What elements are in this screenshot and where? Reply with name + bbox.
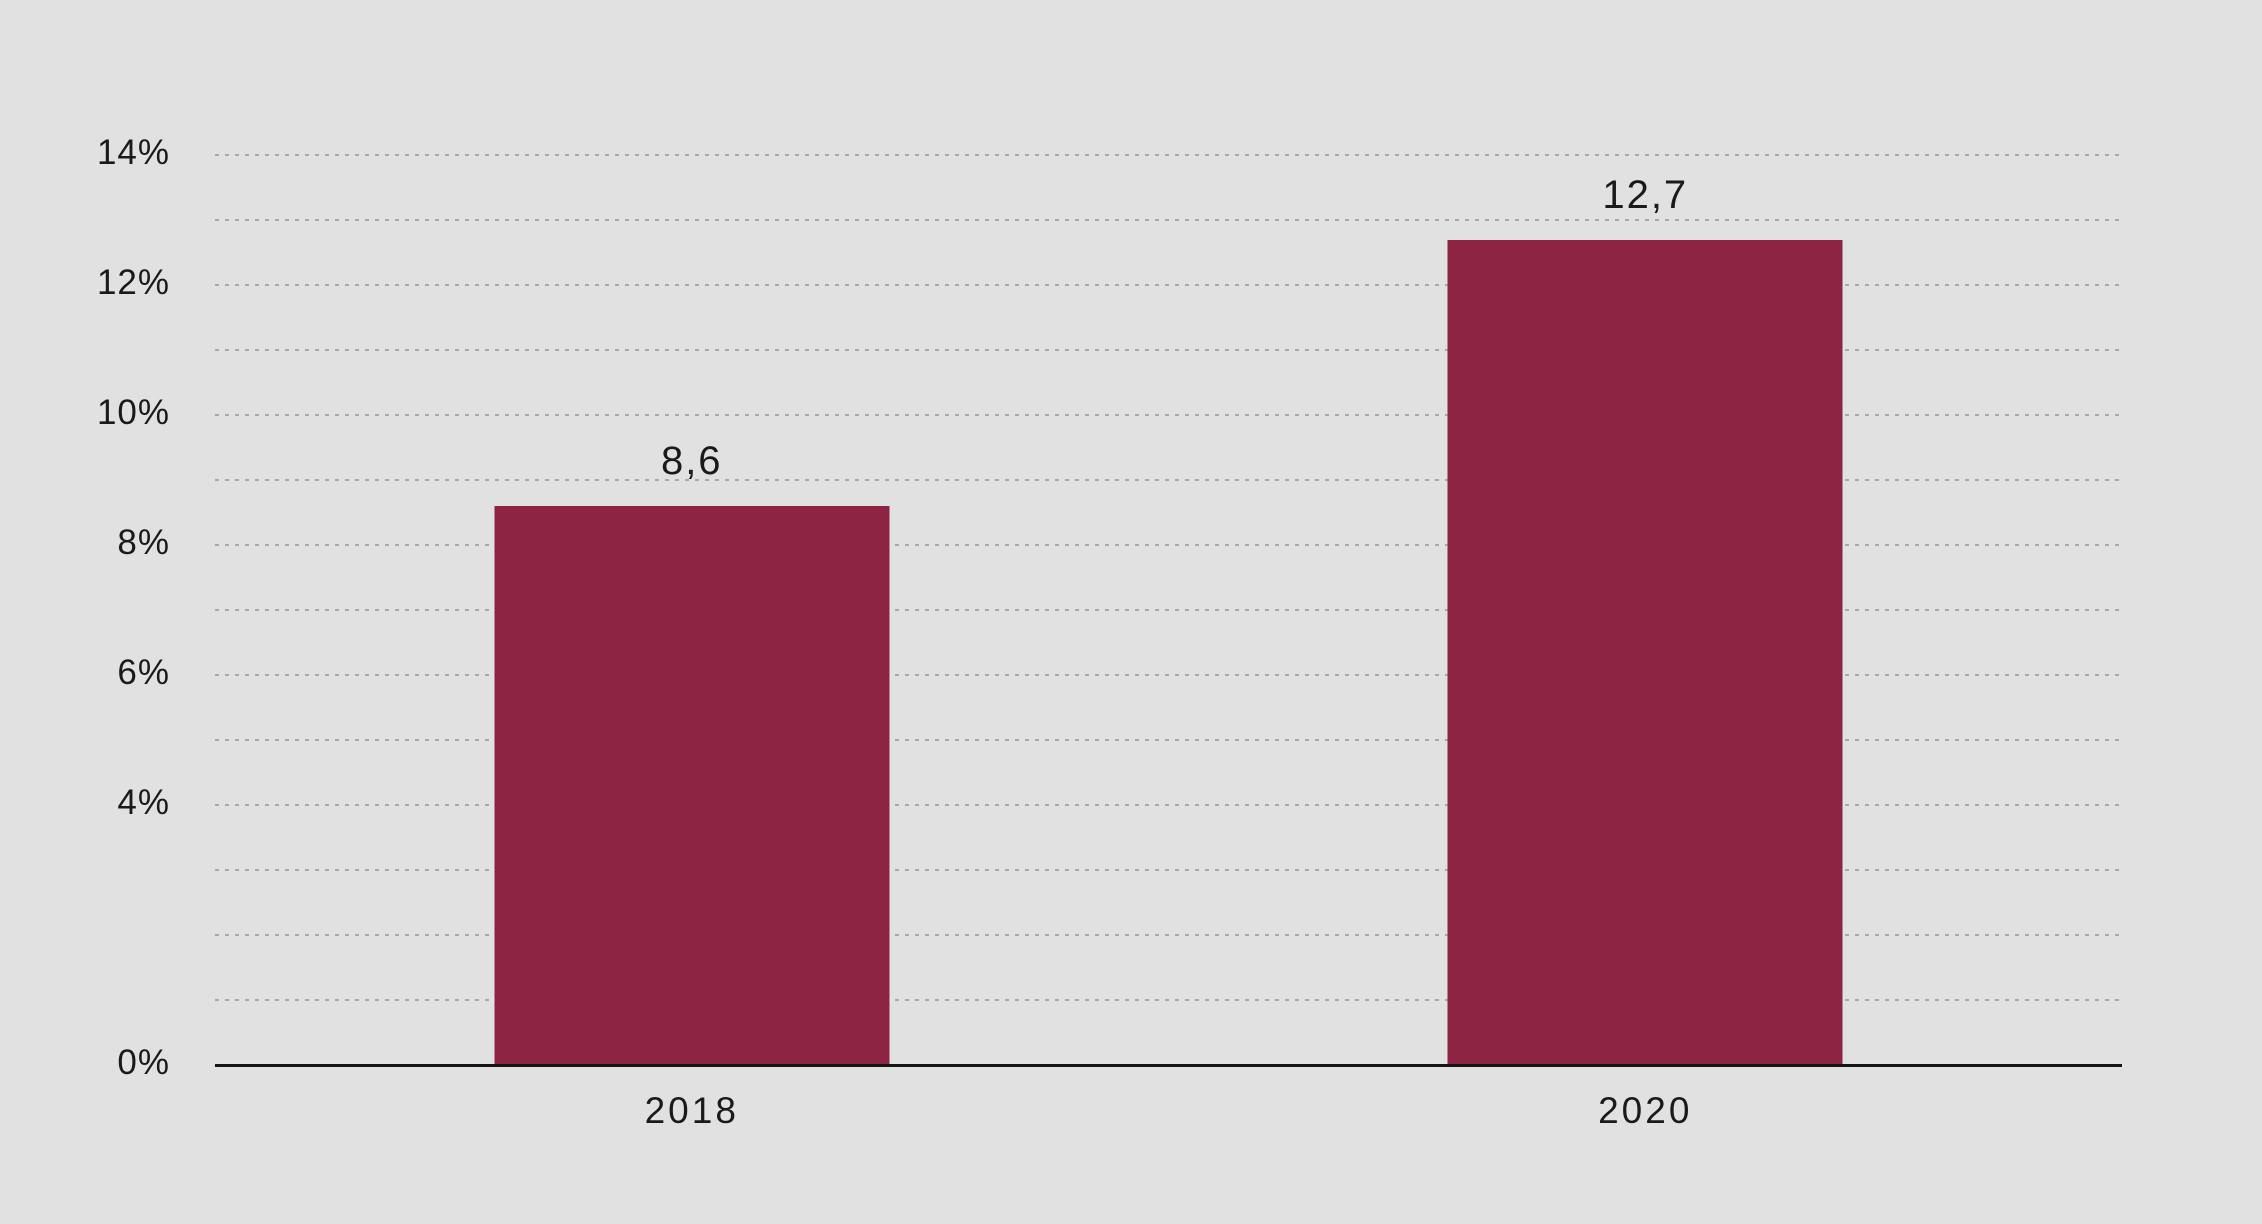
y-axis-tick-label: 6% [117, 653, 170, 692]
bar-value-label: 12,7 [1602, 172, 1689, 217]
gridline [215, 414, 2122, 416]
gridline [215, 999, 2122, 1001]
gridline [215, 284, 2122, 286]
bar-2020 [1447, 239, 1843, 1065]
bar-group-2018: 8,6 [215, 155, 1169, 1065]
y-axis-tick-label: 0% [117, 1043, 170, 1082]
bar-group-2020: 12,7 [1169, 155, 2123, 1065]
y-axis-tick-label: 4% [117, 783, 170, 822]
gridline [215, 739, 2122, 741]
y-axis: 14% 12% 10% 8% 6% 4% 0% [0, 0, 170, 1224]
x-axis: 2018 2020 [215, 1090, 2122, 1132]
gridline [215, 154, 2122, 156]
gridline [215, 479, 2122, 481]
y-axis-tick-label: 10% [96, 393, 170, 432]
gridline [215, 934, 2122, 936]
x-axis-tick-label: 2020 [1598, 1090, 1693, 1131]
gridline [215, 804, 2122, 806]
y-axis-tick-label: 12% [96, 263, 170, 302]
y-axis-tick-label: 8% [117, 523, 170, 562]
gridline [215, 609, 2122, 611]
bar-2018 [494, 506, 890, 1065]
x-axis-line [215, 1064, 2122, 1067]
gridline [215, 674, 2122, 676]
bars: 8,6 12,7 [215, 155, 2122, 1065]
x-axis-tick-label: 2018 [644, 1090, 739, 1131]
plot-area: 8,6 12,7 [215, 154, 2122, 1067]
bar-value-label: 8,6 [660, 439, 723, 483]
gridline [215, 544, 2122, 546]
y-axis-tick-label: 14% [96, 133, 170, 172]
gridline [215, 869, 2122, 871]
gridline [215, 219, 2122, 221]
gridline [215, 349, 2122, 351]
